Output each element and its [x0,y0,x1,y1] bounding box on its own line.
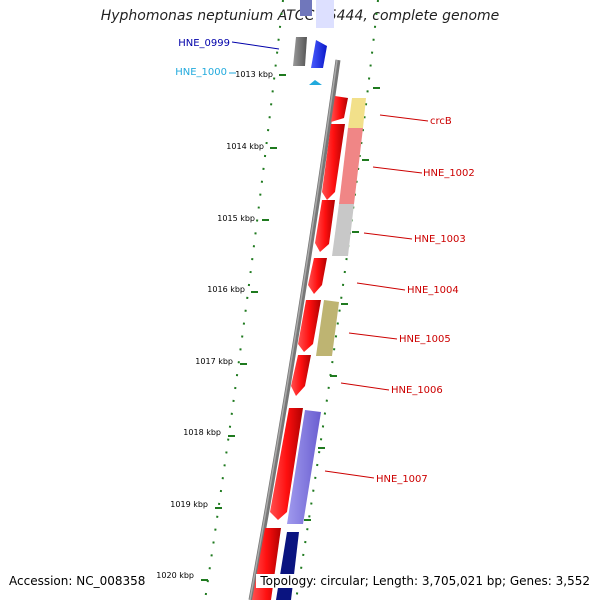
label-hne-1007[interactable]: HNE_1007 [376,474,428,485]
hne-1003-gray-block[interactable] [332,204,354,256]
gene-crcb-red[interactable] [331,96,348,122]
kbp-label-1015: 1015 kbp [217,214,255,223]
gene-hne-0999-blue[interactable] [311,40,327,68]
genome-backbone-highlight [249,59,338,600]
genome-backbone [248,59,341,600]
kbp-label-1018: 1018 kbp [183,428,221,437]
top-gene-block[interactable] [316,0,334,28]
gene-hne-1000[interactable] [309,80,322,85]
leader-hne-1004 [356,282,406,291]
gene-hne-1002-red[interactable] [322,124,345,200]
kbp-label-1017: 1017 kbp [195,357,233,366]
gene-hne-1004-red[interactable] [308,258,327,294]
label-crcb[interactable]: crcB [430,116,452,127]
label-hne-1005[interactable]: HNE_1005 [399,334,451,345]
outer-tick-marks [304,87,380,521]
crcb-yellow-block[interactable] [348,98,366,128]
label-hne-1003[interactable]: HNE_1003 [414,234,466,245]
gene-lower-blue[interactable] [276,532,299,600]
kbp-tick-marks [201,74,286,581]
label-hne-0999[interactable]: HNE_0999 [178,38,230,49]
leader-hne-1007 [324,470,375,479]
kbp-label-1013: 1013 kbp [235,70,273,79]
map-title: Hyphomonas neptunium ATCC 15444, complet… [100,8,500,24]
leader-hne-0999 [231,41,280,50]
gene-hne-1005-red[interactable] [298,300,321,352]
outer-dotted-track [295,0,379,600]
hne-1007-purple-block[interactable] [287,410,321,524]
gene-hne-1007-red[interactable] [270,408,303,520]
kbp-label-1020: 1020 kbp [156,571,194,580]
leader-hne-1003 [363,232,413,240]
label-hne-1002[interactable]: HNE_1002 [423,168,475,179]
top-gene-dark[interactable] [300,0,312,16]
label-hne-1000[interactable]: HNE_1000 [175,67,227,78]
accession-text: Accession: NC_008358 [9,574,146,588]
label-hne-1004[interactable]: HNE_1004 [407,285,459,296]
hne-1005-olive-block[interactable] [316,300,339,356]
gene-hne-0999-gray[interactable] [293,37,307,66]
leader-hne-1002 [372,166,423,174]
leader-crcb [379,114,429,122]
leader-hne-1006 [340,382,390,391]
kbp-label-1016: 1016 kbp [207,285,245,294]
kbp-label-1014: 1014 kbp [226,142,264,151]
topology-text: Topology: circular; Length: 3,705,021 bp… [256,574,590,588]
hne-1002-pink-block[interactable] [339,128,363,204]
kbp-label-1019: 1019 kbp [170,500,208,509]
leader-hne-1005 [348,332,398,340]
gene-hne-1003-red[interactable] [315,200,335,252]
label-hne-1006[interactable]: HNE_1006 [391,385,443,396]
gene-hne-1006-red[interactable] [291,355,311,396]
inner-dotted-track [204,0,284,600]
